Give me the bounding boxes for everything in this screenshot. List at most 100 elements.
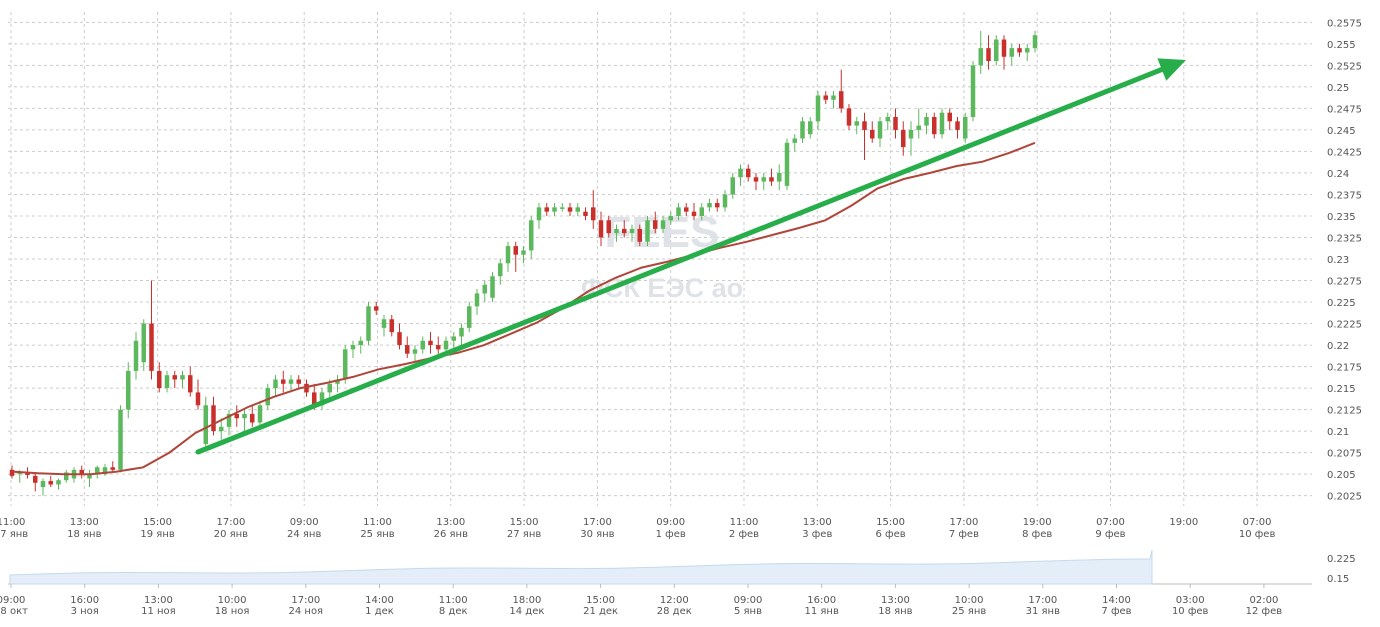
candle-up xyxy=(490,271,495,303)
candle-body xyxy=(668,215,673,221)
candle-body xyxy=(862,121,867,130)
candle-down xyxy=(234,405,239,427)
candle-body xyxy=(1001,39,1007,57)
candle-body xyxy=(219,426,224,432)
navigator-x-date: 3 ноя xyxy=(71,606,99,617)
x-tick-date: 27 янв xyxy=(507,529,541,540)
candle-body xyxy=(157,370,162,389)
x-tick-date: 9 фев xyxy=(1095,529,1125,540)
grid-lines xyxy=(8,12,1312,506)
candle-down xyxy=(986,35,991,70)
x-tick-date: 8 фев xyxy=(1022,529,1052,540)
candle-up xyxy=(1009,43,1014,66)
candle-body xyxy=(637,228,642,242)
candle-body xyxy=(498,263,503,277)
x-tick-date: 1 фев xyxy=(656,529,686,540)
candle-body xyxy=(1017,48,1022,53)
navigator-y-label: 0.15 xyxy=(1327,574,1349,585)
candle-up xyxy=(126,362,131,419)
navigator-x-time: 17:00 xyxy=(291,595,320,606)
x-tick-date: 10 фев xyxy=(1239,529,1276,540)
y-tick-label: 0.23 xyxy=(1327,255,1349,266)
navigator-x-time: 13:00 xyxy=(144,595,173,606)
x-tick-date: 19 янв xyxy=(140,529,174,540)
y-tick-label: 0.2125 xyxy=(1327,406,1362,417)
candle-down xyxy=(893,108,898,139)
candle-up xyxy=(412,345,418,363)
candle-down xyxy=(281,370,286,393)
candle-up xyxy=(265,383,270,410)
candle-up xyxy=(722,190,728,212)
x-tick-date: 24 янв xyxy=(287,529,321,540)
navigator-x-date: 14 дек xyxy=(509,606,544,617)
candle-body xyxy=(451,336,456,341)
candle-up xyxy=(366,302,371,346)
candle-down xyxy=(932,112,937,139)
candle-up xyxy=(885,112,890,130)
navigator-x-time: 03:00 xyxy=(1176,595,1205,606)
candle-up xyxy=(645,215,650,247)
navigator-x-date: 28 дек xyxy=(657,606,692,617)
candle-body xyxy=(955,121,960,130)
y-tick-label: 0.235 xyxy=(1327,212,1356,223)
y-tick-label: 0.21 xyxy=(1327,427,1349,438)
candle-body xyxy=(560,207,565,209)
candle-body xyxy=(102,467,108,475)
candle-down xyxy=(567,203,573,216)
x-tick-date: 2 фев xyxy=(729,529,759,540)
candle-up xyxy=(40,478,46,496)
navigator-x-time: 17:00 xyxy=(1028,595,1057,606)
candle-body xyxy=(893,116,898,130)
candle-down xyxy=(48,475,53,488)
candle-down xyxy=(684,203,689,216)
y-tick-label: 0.2425 xyxy=(1327,147,1362,158)
x-tick-time: 15:00 xyxy=(143,517,172,528)
candle-down xyxy=(436,336,441,354)
y-tick-label: 0.2375 xyxy=(1327,190,1362,201)
candle-body xyxy=(1032,35,1038,49)
y-tick-label: 0.2225 xyxy=(1327,320,1362,331)
x-tick-time: 09:00 xyxy=(656,517,685,528)
y-tick-label: 0.255 xyxy=(1327,40,1356,51)
candle-body xyxy=(389,319,394,333)
x-tick-date: 18 янв xyxy=(67,529,101,540)
navigator-x-time: 09:00 xyxy=(0,595,25,606)
candle-body xyxy=(133,340,139,371)
candle-body xyxy=(645,220,650,242)
y-tick-label: 0.2525 xyxy=(1327,61,1362,72)
candle-body xyxy=(33,475,38,483)
y-tick-label: 0.2475 xyxy=(1327,104,1362,115)
candle-up xyxy=(994,35,999,66)
navigator-x-time: 14:00 xyxy=(1102,595,1131,606)
candle-body xyxy=(203,405,208,445)
candle-body xyxy=(327,383,332,393)
candle-body xyxy=(265,388,270,406)
candle-up xyxy=(784,138,790,191)
candle-down xyxy=(33,472,38,492)
candle-body xyxy=(428,340,433,346)
candle-body xyxy=(118,409,123,470)
x-tick-time: 07:00 xyxy=(1096,517,1125,528)
y-tick-label: 0.245 xyxy=(1327,126,1356,137)
candle-up xyxy=(343,345,348,384)
moving-average xyxy=(11,141,1036,476)
candle-up xyxy=(629,224,635,242)
candle-down xyxy=(250,405,255,427)
candle-body xyxy=(769,177,774,182)
x-tick-date: 25 янв xyxy=(360,529,394,540)
candle-body xyxy=(823,95,828,100)
candle-body xyxy=(141,323,146,363)
y-tick-label: 0.2175 xyxy=(1327,363,1362,374)
candle-body xyxy=(288,379,294,384)
candle-down xyxy=(79,465,84,479)
candle-body xyxy=(529,220,534,251)
x-tick-time: 13:00 xyxy=(70,517,99,528)
candle-body xyxy=(180,375,185,380)
candle-down xyxy=(157,362,162,393)
candle-body xyxy=(536,207,542,221)
candle-down xyxy=(947,108,952,130)
candle-down xyxy=(428,332,433,354)
